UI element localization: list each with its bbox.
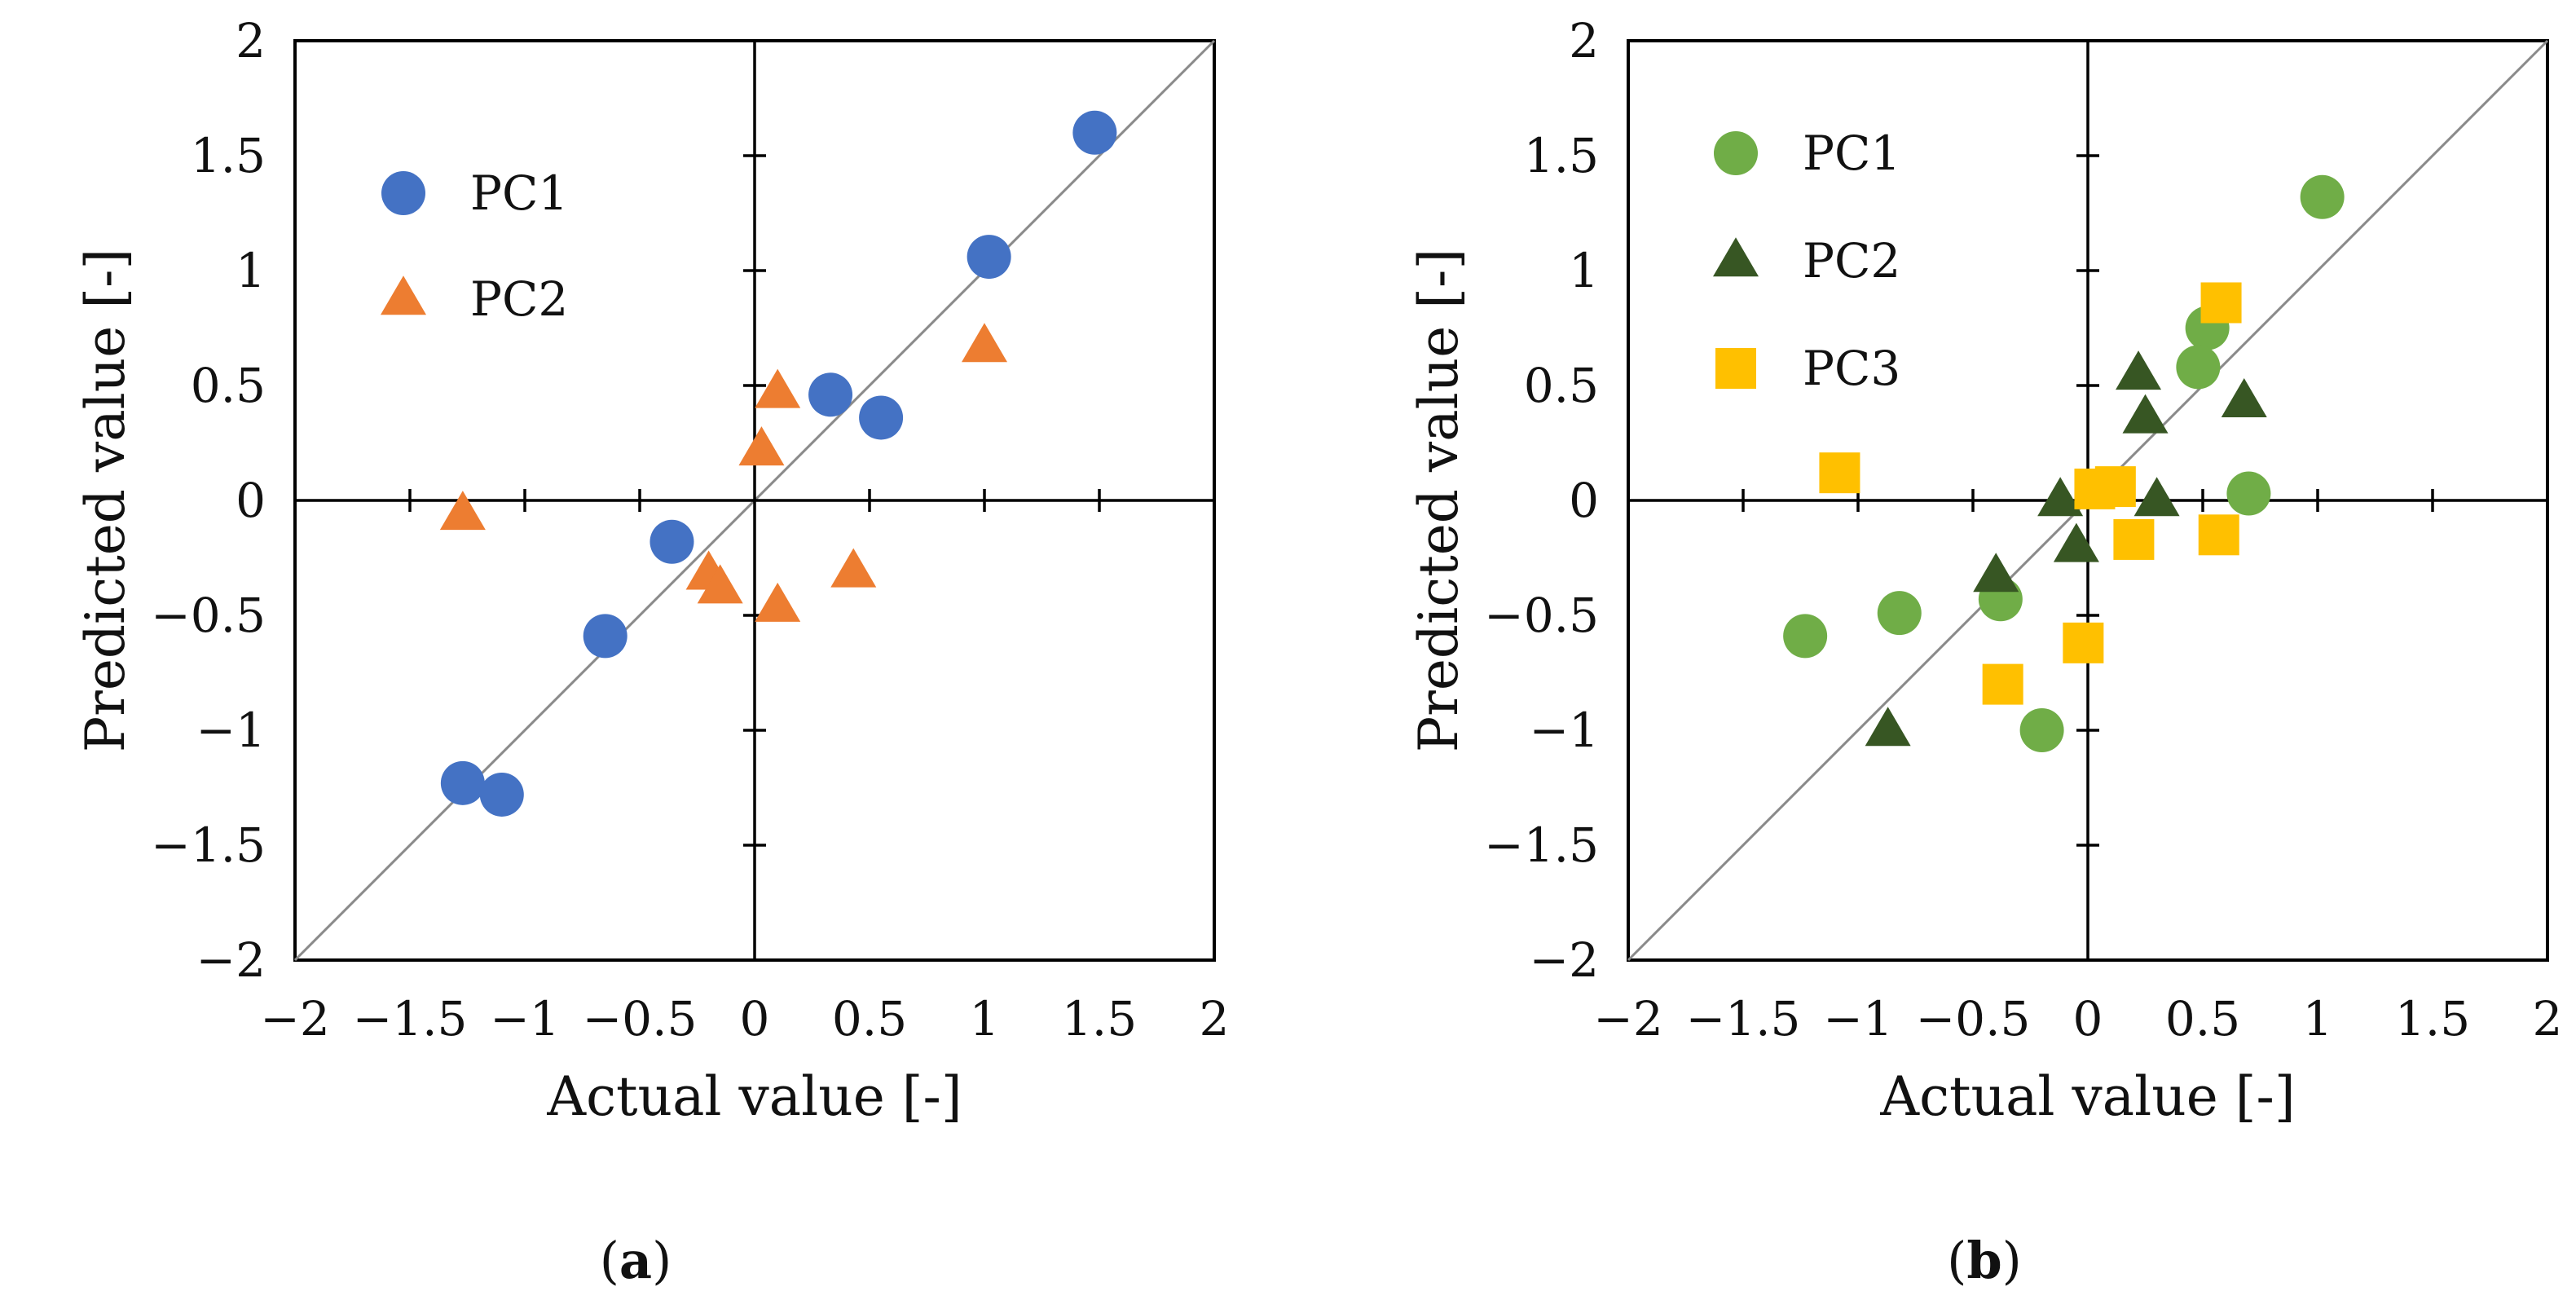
data-point-pc2 xyxy=(2221,377,2267,417)
x-tick-label: −1.5 xyxy=(1686,991,1801,1046)
x-axis-label: Actual value [-] xyxy=(1879,1065,2295,1128)
data-point-pc1 xyxy=(1072,110,1117,155)
x-tick-label: 0 xyxy=(740,991,770,1046)
chart-panel-a: −2 −1.5 −1 −0.5 0 0.5 1 1.5 2 −2 −1.5 −1 −0.5 0 0.5 1 1.… xyxy=(74,13,1229,1290)
y-tick-label: −0.5 xyxy=(1484,588,1599,643)
legend-marker-pc2 xyxy=(381,275,426,315)
y-tick-label: −1.5 xyxy=(1484,817,1599,873)
data-point-pc2 xyxy=(2116,350,2162,390)
series-pc2 xyxy=(439,323,1007,622)
data-point-pc2 xyxy=(2133,477,2180,517)
x-tick-label: −0.5 xyxy=(583,991,698,1046)
data-point-pc3 xyxy=(2113,518,2155,560)
y-tick-label: 0.5 xyxy=(1524,358,1599,413)
data-point-pc1 xyxy=(967,235,1011,280)
x-tick-label: 0.5 xyxy=(2165,991,2240,1046)
legend-marker-pc2 xyxy=(1713,237,1759,277)
data-point-pc2 xyxy=(2053,522,2099,562)
legend-marker-pc3 xyxy=(1715,348,1756,389)
y-tick-label: 1 xyxy=(236,243,266,298)
data-point-pc3 xyxy=(1819,452,1860,494)
data-point-pc2 xyxy=(962,323,1007,363)
data-point-pc1 xyxy=(440,760,485,805)
data-point-pc2 xyxy=(830,548,877,588)
x-tick-label: −2 xyxy=(260,991,330,1046)
legend-label-pc3: PC3 xyxy=(1803,341,1900,396)
y-tick-label: 0.5 xyxy=(191,358,266,413)
legend-label-pc2: PC2 xyxy=(470,271,568,327)
data-point-pc1 xyxy=(1783,614,1828,659)
y-tick-label: 1 xyxy=(1569,243,1599,298)
legend-marker-pc1 xyxy=(381,171,425,215)
legend-label-pc1: PC1 xyxy=(470,165,568,221)
x-tick-label: 2 xyxy=(2533,991,2563,1046)
y-tick-label: −2 xyxy=(196,932,266,988)
panel-caption: (a) xyxy=(600,1231,672,1290)
data-point-pc1 xyxy=(479,772,524,817)
x-axis-label: Actual value [-] xyxy=(546,1065,962,1128)
data-point-pc1 xyxy=(650,519,694,564)
data-point-pc2 xyxy=(697,564,743,604)
data-point-pc2 xyxy=(1973,553,2019,593)
data-point-pc2 xyxy=(738,426,785,466)
x-tick-label: 1 xyxy=(2303,991,2333,1046)
data-point-pc1 xyxy=(2019,708,2064,752)
data-point-pc3 xyxy=(2200,282,2242,324)
x-tick-label: 1.5 xyxy=(1062,991,1137,1046)
data-point-pc1 xyxy=(859,395,904,440)
series-pc3 xyxy=(1819,282,2242,705)
data-point-pc2 xyxy=(2122,394,2169,434)
y-tick-label: 0 xyxy=(1569,473,1599,528)
x-tick-label: −0.5 xyxy=(1916,991,2031,1046)
chart-panel-b: −2 −1.5 −1 −0.5 0 0.5 1 1.5 2 −2 −1.5 −1 −0.5 0 0.5 1 1.… xyxy=(1407,13,2562,1290)
y-tick-label: 1.5 xyxy=(1524,128,1599,183)
y-axis-label: Predicted value [-] xyxy=(1407,249,1470,752)
legend-marker-pc1 xyxy=(1714,131,1758,175)
data-point-pc2 xyxy=(1865,707,1911,747)
legend: PC1 PC2 PC3 xyxy=(1713,126,1900,396)
y-tick-label: −0.5 xyxy=(151,588,266,643)
x-tick-label: −2 xyxy=(1593,991,1663,1046)
x-tick-label: 0 xyxy=(2073,991,2103,1046)
data-point-pc3 xyxy=(1982,663,2023,705)
data-point-pc3 xyxy=(2063,622,2104,663)
y-tick-label: −1 xyxy=(196,703,266,758)
data-point-pc2 xyxy=(755,368,801,408)
x-tick-label: 1.5 xyxy=(2395,991,2470,1046)
y-axis-label: Predicted value [-] xyxy=(74,249,137,752)
y-tick-label: 2 xyxy=(236,13,266,68)
series-pc2 xyxy=(1865,350,2267,747)
y-tick-label: 2 xyxy=(1569,13,1599,68)
series-pc1 xyxy=(440,110,1117,817)
data-point-pc1 xyxy=(808,372,853,417)
panel-caption: (b) xyxy=(1947,1231,2022,1290)
data-point-pc1 xyxy=(2176,345,2221,390)
data-point-pc2 xyxy=(439,491,486,531)
legend-label-pc1: PC1 xyxy=(1803,126,1900,181)
x-tick-label: −1 xyxy=(490,991,560,1046)
y-tick-label: 0 xyxy=(236,473,266,528)
x-tick-label: 1 xyxy=(970,991,1000,1046)
y-tick-label: −1.5 xyxy=(151,817,266,873)
data-point-pc3 xyxy=(2198,514,2239,556)
data-point-pc1 xyxy=(2226,471,2271,516)
legend: PC1 PC2 xyxy=(381,165,568,327)
data-point-pc1 xyxy=(583,614,627,659)
data-point-pc1 xyxy=(2300,174,2345,219)
legend-label-pc2: PC2 xyxy=(1803,233,1900,289)
y-tick-label: 1.5 xyxy=(191,128,266,183)
data-point-pc2 xyxy=(755,582,801,622)
data-point-pc1 xyxy=(1877,591,1922,636)
x-tick-label: −1.5 xyxy=(353,991,468,1046)
y-tick-label: −1 xyxy=(1530,703,1600,758)
x-tick-label: 0.5 xyxy=(832,991,907,1046)
x-tick-label: −1 xyxy=(1823,991,1893,1046)
data-point-pc2 xyxy=(2037,477,2084,517)
y-tick-label: −2 xyxy=(1530,932,1600,988)
data-point-pc3 xyxy=(2094,466,2136,508)
x-tick-label: 2 xyxy=(1200,991,1230,1046)
